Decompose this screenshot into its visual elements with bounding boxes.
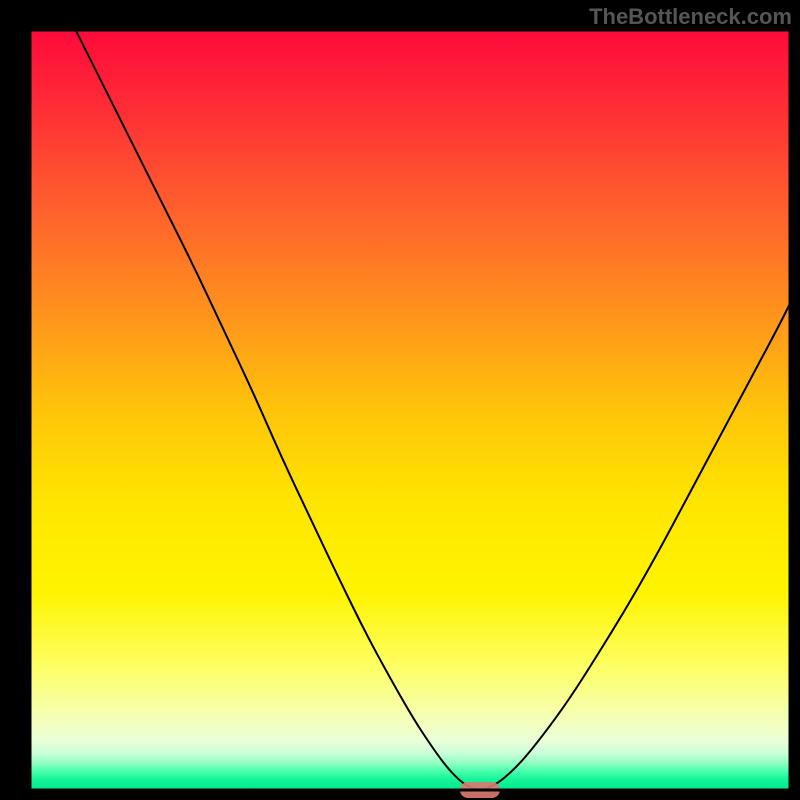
watermark-label: TheBottleneck.com bbox=[589, 4, 792, 30]
chart-svg bbox=[0, 0, 800, 800]
bottleneck-chart: TheBottleneck.com bbox=[0, 0, 800, 800]
